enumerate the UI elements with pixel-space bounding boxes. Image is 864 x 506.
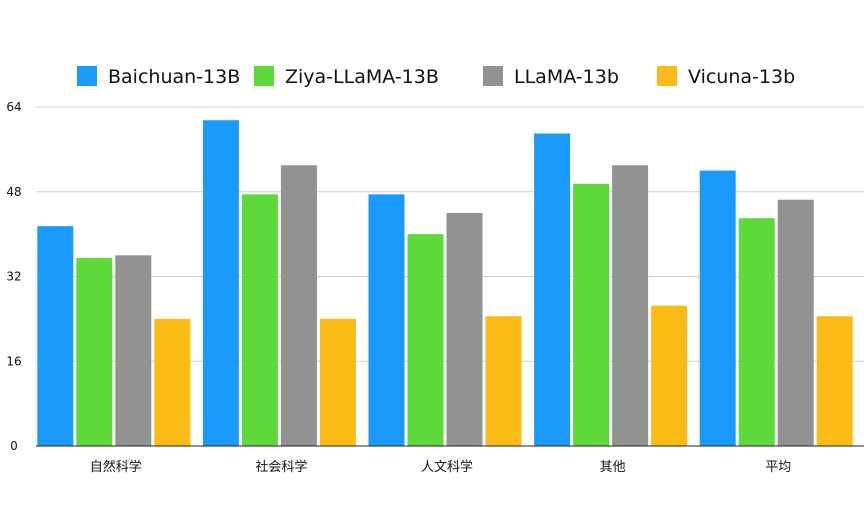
bar-vicuna-13b-2 <box>485 316 522 446</box>
legend-label: LLaMA-13b <box>514 66 619 88</box>
bar-ziya-llama-13b-1 <box>241 194 278 446</box>
legend: Baichuan-13B Ziya-LLaMA-13B LLaMA-13b Vicun… <box>77 66 795 88</box>
bar-llama-13b-1 <box>280 165 317 446</box>
legend-swatch <box>254 66 274 86</box>
bar-ziya-llama-13b-2 <box>407 234 444 446</box>
x-category-label: 人文科学 <box>421 459 473 475</box>
bar-llama-13b-2 <box>446 212 483 446</box>
bars <box>37 120 853 446</box>
bar-ziya-llama-13b-4 <box>738 218 775 446</box>
x-category-label: 自然科学 <box>90 459 142 475</box>
bar-vicuna-13b-1 <box>319 318 356 446</box>
bar-vicuna-13b-4 <box>816 316 853 446</box>
legend-swatch <box>483 66 503 86</box>
y-tick-label: 48 <box>6 185 21 199</box>
bar-ziya-llama-13b-3 <box>573 183 610 446</box>
bar-vicuna-13b-0 <box>154 318 191 446</box>
x-axis-categories: 自然科学 社会科学 人文科学 其他 平均 <box>90 459 791 475</box>
bar-llama-13b-3 <box>612 165 649 446</box>
x-category-label: 其他 <box>600 460 626 475</box>
x-category-label: 平均 <box>765 460 791 475</box>
y-tick-label: 16 <box>6 354 21 368</box>
bar-llama-13b-4 <box>777 199 814 446</box>
y-tick-label: 64 <box>6 100 21 114</box>
bar-vicuna-13b-3 <box>651 305 688 446</box>
legend-swatch <box>657 66 677 86</box>
bar-baichuan-13b-3 <box>534 133 571 446</box>
legend-label: Baichuan-13B <box>108 66 240 88</box>
bar-ziya-llama-13b-0 <box>76 257 113 446</box>
bar-baichuan-13b-2 <box>368 194 405 446</box>
y-axis-ticks: 0 16 32 48 64 <box>6 100 21 453</box>
legend-label: Ziya-LLaMA-13B <box>285 66 439 88</box>
legend-label: Vicuna-13b <box>688 66 795 88</box>
legend-swatch <box>77 66 97 86</box>
x-category-label: 社会科学 <box>255 459 307 475</box>
bar-llama-13b-0 <box>115 255 152 446</box>
y-tick-label: 32 <box>6 270 21 284</box>
bar-baichuan-13b-0 <box>37 226 74 446</box>
bar-baichuan-13b-1 <box>202 120 239 446</box>
bar-baichuan-13b-4 <box>699 170 736 446</box>
y-tick-label: 0 <box>10 439 18 453</box>
